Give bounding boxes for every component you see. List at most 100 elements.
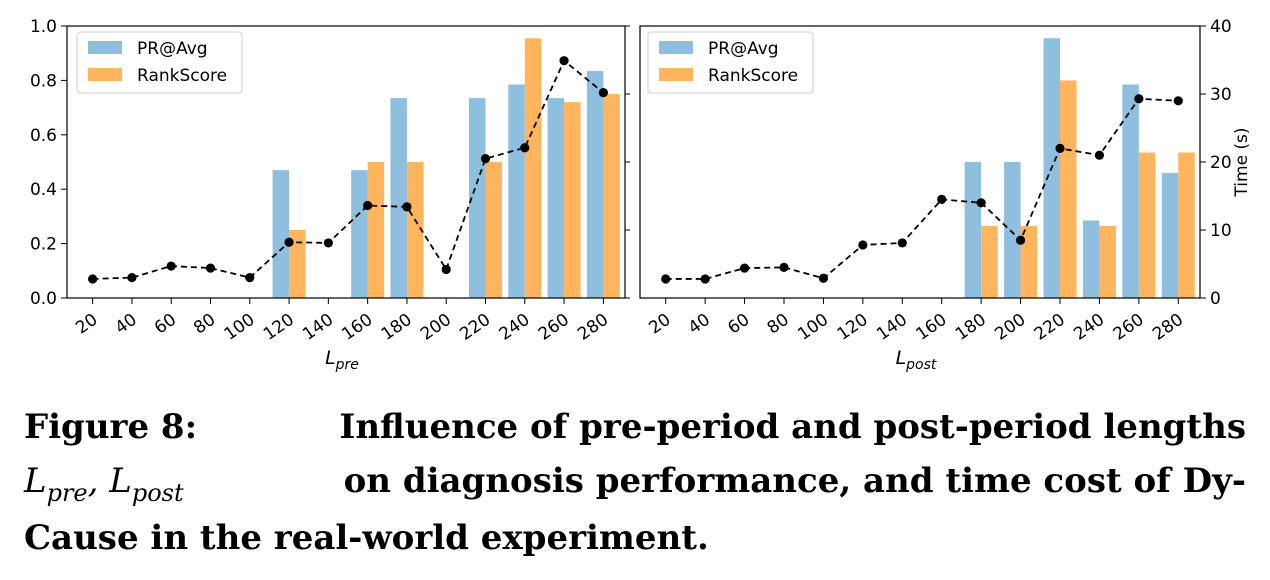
left-x-axis-label-sub: pre xyxy=(335,357,359,373)
right-x-tick-label: 20 xyxy=(645,310,674,339)
left-x-tick-label: 40 xyxy=(112,310,141,339)
left-legend-swatch-pravg xyxy=(88,41,122,54)
right-x-tick-label: 100 xyxy=(794,310,832,345)
left-bar-rankscore-160 xyxy=(367,162,385,298)
left-legend-label-pravg: PR@Avg xyxy=(137,39,208,59)
right-time-point-160 xyxy=(937,194,947,204)
left-x-axis-label: Lpre xyxy=(325,347,359,373)
right-time-point-60 xyxy=(739,263,750,273)
right-time-point-120 xyxy=(858,240,868,250)
caption-math: Lpre, Lpost xyxy=(24,461,184,507)
left-x-tick-label: 240 xyxy=(496,310,534,345)
left-time-line xyxy=(88,56,608,284)
right-y-tick-label: 10 xyxy=(1210,221,1232,241)
right-legend-swatch-rankscore xyxy=(659,68,693,81)
right-bar-rankscore-200 xyxy=(1020,225,1038,298)
left-time-point-260 xyxy=(559,56,569,66)
right-legend: PR@Avg RankScore xyxy=(647,31,814,94)
left-bar-pravg-120 xyxy=(272,170,290,298)
right-time-line xyxy=(661,94,1183,284)
left-x-tick-label: 260 xyxy=(535,310,573,345)
right-x-tick-label: 180 xyxy=(952,310,990,345)
left-time-point-80 xyxy=(205,263,216,273)
right-bar-pravg-280 xyxy=(1161,172,1179,298)
right-x-tick-label: 160 xyxy=(913,310,951,345)
left-bars xyxy=(272,38,620,299)
left-x-tick-label: 60 xyxy=(151,310,180,339)
right-bars xyxy=(964,38,1195,299)
left-bar-rankscore-240 xyxy=(524,38,542,299)
right-x-tick-label: 260 xyxy=(1110,310,1148,345)
left-bar-pravg-260 xyxy=(547,98,565,298)
right-y-tick-label: 30 xyxy=(1210,85,1232,105)
right-x-axis-label-sub: post xyxy=(905,357,937,373)
right-time-point-40 xyxy=(700,274,710,284)
left-bar-pravg-240 xyxy=(508,84,525,298)
right-x-tick-label: 240 xyxy=(1070,310,1108,345)
left-x-tick-label: 140 xyxy=(299,310,337,345)
left-chart: 20 40 60 80 100 120 140 160 180 200 220 240 260 280 0.… xyxy=(30,17,630,373)
left-x-tick-label: 20 xyxy=(72,310,101,339)
right-x-tick-label: 200 xyxy=(991,310,1029,345)
right-time-point-220 xyxy=(1055,143,1065,153)
right-time-point-100 xyxy=(818,273,829,283)
right-bar-pravg-180 xyxy=(964,162,982,298)
left-bar-rankscore-120 xyxy=(289,230,306,298)
left-legend: PR@Avg RankScore xyxy=(76,31,243,94)
right-legend-swatch-pravg xyxy=(659,41,693,54)
right-bar-pravg-200 xyxy=(1004,162,1021,298)
figure-caption: Figure 8: Influence of pre-period and po… xyxy=(24,400,1246,565)
right-y-tick-label: 40 xyxy=(1210,17,1232,37)
right-bar-rankscore-260 xyxy=(1138,152,1156,298)
caption-figure-label: Figure 8: xyxy=(24,407,198,447)
right-time-point-280 xyxy=(1173,96,1183,106)
right-y-tick-label: 0 xyxy=(1210,289,1221,309)
right-x-tick-label: 60 xyxy=(724,310,753,339)
right-chart: 20 40 60 80 100 120 140 160 180 200 220 240 260 280 0 1… xyxy=(639,17,1252,373)
left-time-point-40 xyxy=(127,273,137,283)
left-x-tick-label: 280 xyxy=(574,310,612,345)
left-time-point-60 xyxy=(166,261,176,271)
right-time-point-180 xyxy=(976,198,986,208)
left-bar-pravg-220 xyxy=(469,98,486,298)
left-time-polyline xyxy=(92,59,604,280)
left-y-tick-label: 0.8 xyxy=(30,71,57,91)
left-time-point-120 xyxy=(284,237,294,247)
left-bar-rankscore-280 xyxy=(603,94,620,298)
right-time-point-20 xyxy=(661,274,671,284)
left-time-point-240 xyxy=(520,143,530,153)
left-legend-swatch-rankscore xyxy=(88,68,122,81)
left-x-tick-label: 220 xyxy=(456,310,494,345)
left-bar-rankscore-220 xyxy=(485,162,502,298)
caption-line-3: Cause in the real-world experiment. xyxy=(24,518,709,558)
right-bar-rankscore-220 xyxy=(1060,80,1077,299)
left-x-tick-label: 100 xyxy=(221,310,259,345)
right-bar-pravg-240 xyxy=(1082,220,1100,298)
left-bar-rankscore-260 xyxy=(564,102,581,298)
left-y-tick-label: 0.4 xyxy=(30,180,57,200)
caption-line-1-text: Influence of pre-period and post-period … xyxy=(339,407,1246,447)
left-x-tick-label: 200 xyxy=(417,310,455,345)
left-y-tick-label: 0.0 xyxy=(30,289,57,309)
right-x-tick-label: 120 xyxy=(834,310,872,345)
left-x-tick-label: 160 xyxy=(338,310,376,345)
right-y-axis-label: Time (s) xyxy=(1232,127,1252,197)
left-time-point-180 xyxy=(402,202,412,212)
left-bar-rankscore-180 xyxy=(406,162,424,298)
caption-line-1: Figure 8: Influence of pre-period and po… xyxy=(24,400,1246,454)
right-y-tick-label: 20 xyxy=(1210,153,1232,173)
right-legend-label-rankscore: RankScore xyxy=(708,66,798,86)
right-x-tick-label: 140 xyxy=(873,310,911,345)
left-x-tick-label: 120 xyxy=(260,310,298,345)
left-time-point-220 xyxy=(480,154,491,164)
right-bar-pravg-260 xyxy=(1122,84,1139,298)
right-bar-rankscore-180 xyxy=(981,225,998,298)
right-x-tick-label: 220 xyxy=(1031,310,1069,345)
left-time-point-280 xyxy=(598,88,608,98)
right-x-tick-label: 280 xyxy=(1149,310,1187,345)
left-bar-pravg-160 xyxy=(351,170,368,298)
right-time-point-80 xyxy=(779,262,789,272)
right-legend-label-pravg: PR@Avg xyxy=(708,39,779,59)
right-time-polyline xyxy=(665,97,1179,280)
